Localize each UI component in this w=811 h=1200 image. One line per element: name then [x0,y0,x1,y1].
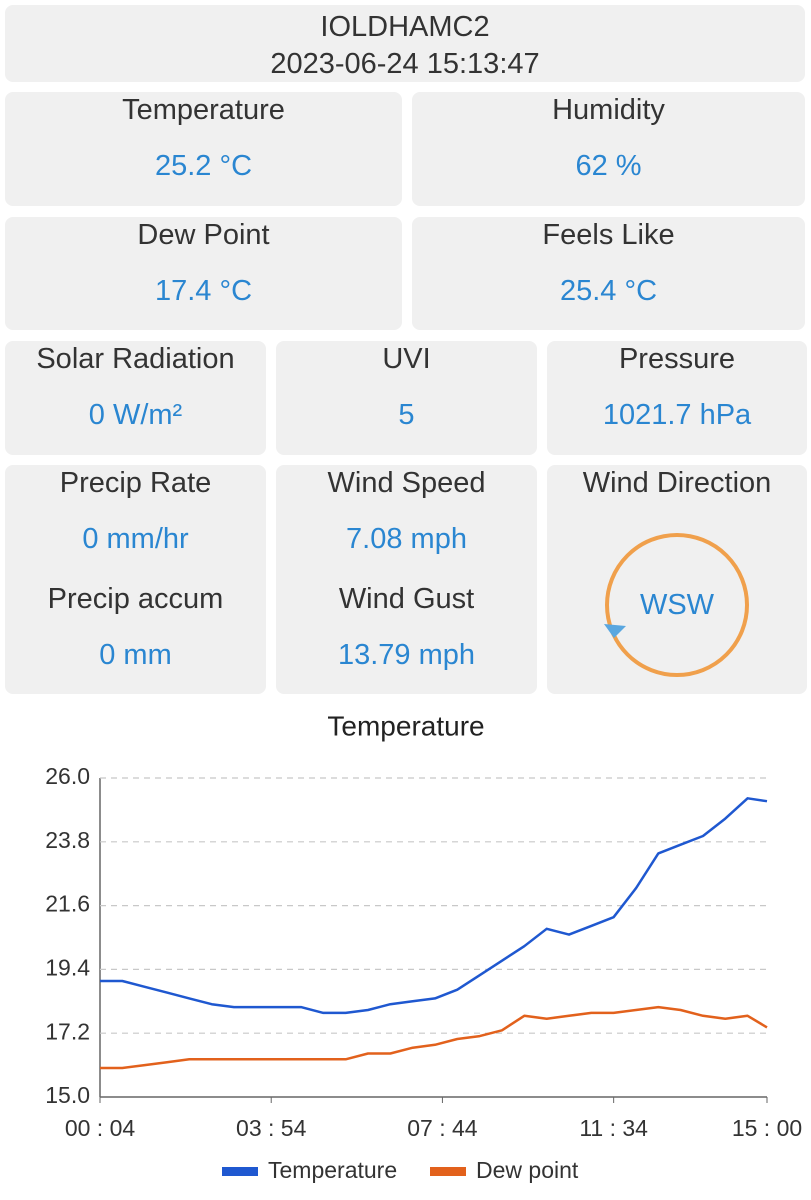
metric-label: Precip Rate [59,467,212,499]
metric-tile: Dew Point 17.4 °C [5,217,402,330]
metric-tile: Pressure 1021.7 hPa [547,341,807,455]
metric-tile: Temperature 25.2 °C [5,92,402,206]
x-tick-label: 15 : 00 [732,1115,802,1141]
chart-title: Temperature [327,710,484,741]
series-line [100,797,768,1015]
y-tick-label: 21.6 [45,891,90,917]
station-name: IOLDHAMC2 [320,11,490,43]
metric-tile: Solar Radiation 0 W/m² [5,341,266,455]
metric-label: Temperature [122,94,285,126]
metric-value: 25.4 °C [559,275,658,307]
x-tick-label: 07 : 44 [407,1115,478,1141]
y-tick-label: 19.4 [45,954,90,980]
header-tile: IOLDHAMC2 2023-06-24 15:13:47 [5,5,805,82]
metric-tile: Wind Speed 7.08 mph Wind Gust 13.79 mph [276,465,537,694]
metric-value: 17.4 °C [154,275,253,307]
metric-value: 7.08 mph [346,523,467,555]
metric-label: Pressure [618,343,736,375]
metric-label: Solar Radiation [36,343,235,375]
metric-label: Wind Gust [338,583,475,615]
metric-tile: Humidity 62 % [412,92,805,206]
metric-value: 0 mm [99,639,172,671]
metric-label: Dew Point [137,219,270,251]
y-tick-label: 26.0 [45,763,90,789]
metric-value: 13.79 mph [337,639,476,671]
wind-direction: WSW [639,589,715,621]
y-tick-label: 17.2 [45,1018,90,1044]
metric-value: 0 W/m² [88,399,183,431]
metric-value: 1021.7 hPa [602,399,752,431]
legend-swatch [430,1167,466,1176]
x-tick-label: 11 : 34 [579,1115,648,1141]
metric-tile: UVI 5 [276,341,537,455]
legend-label: Dew point [476,1157,579,1183]
y-tick-label: 23.8 [45,827,90,853]
metric-label: Feels Like [542,219,675,251]
x-tick-label: 00 : 04 [65,1115,136,1141]
metric-value: 25.2 °C [154,150,253,182]
metric-label: Wind Speed [327,467,486,499]
metric-label: UVI [382,343,431,375]
series-line [100,1005,768,1070]
metric-value: 0 mm/hr [82,523,189,555]
x-tick-label: 03 : 54 [236,1115,307,1141]
metric-tile: Precip Rate 0 mm/hr Precip accum 0 mm [5,465,266,694]
legend-label: Temperature [268,1157,397,1183]
metric-value: 62 % [575,150,642,182]
y-tick-label: 15.0 [45,1082,90,1108]
metric-label: Precip accum [47,583,224,615]
legend-swatch [222,1167,258,1176]
metric-label: Wind Direction [582,467,772,499]
metric-label: Humidity [552,94,665,126]
metric-tile: Feels Like 25.4 °C [412,217,805,330]
timestamp: 2023-06-24 15:13:47 [270,48,540,80]
metric-tile: Wind Direction WSW [547,465,807,694]
metric-value: 5 [398,399,415,431]
